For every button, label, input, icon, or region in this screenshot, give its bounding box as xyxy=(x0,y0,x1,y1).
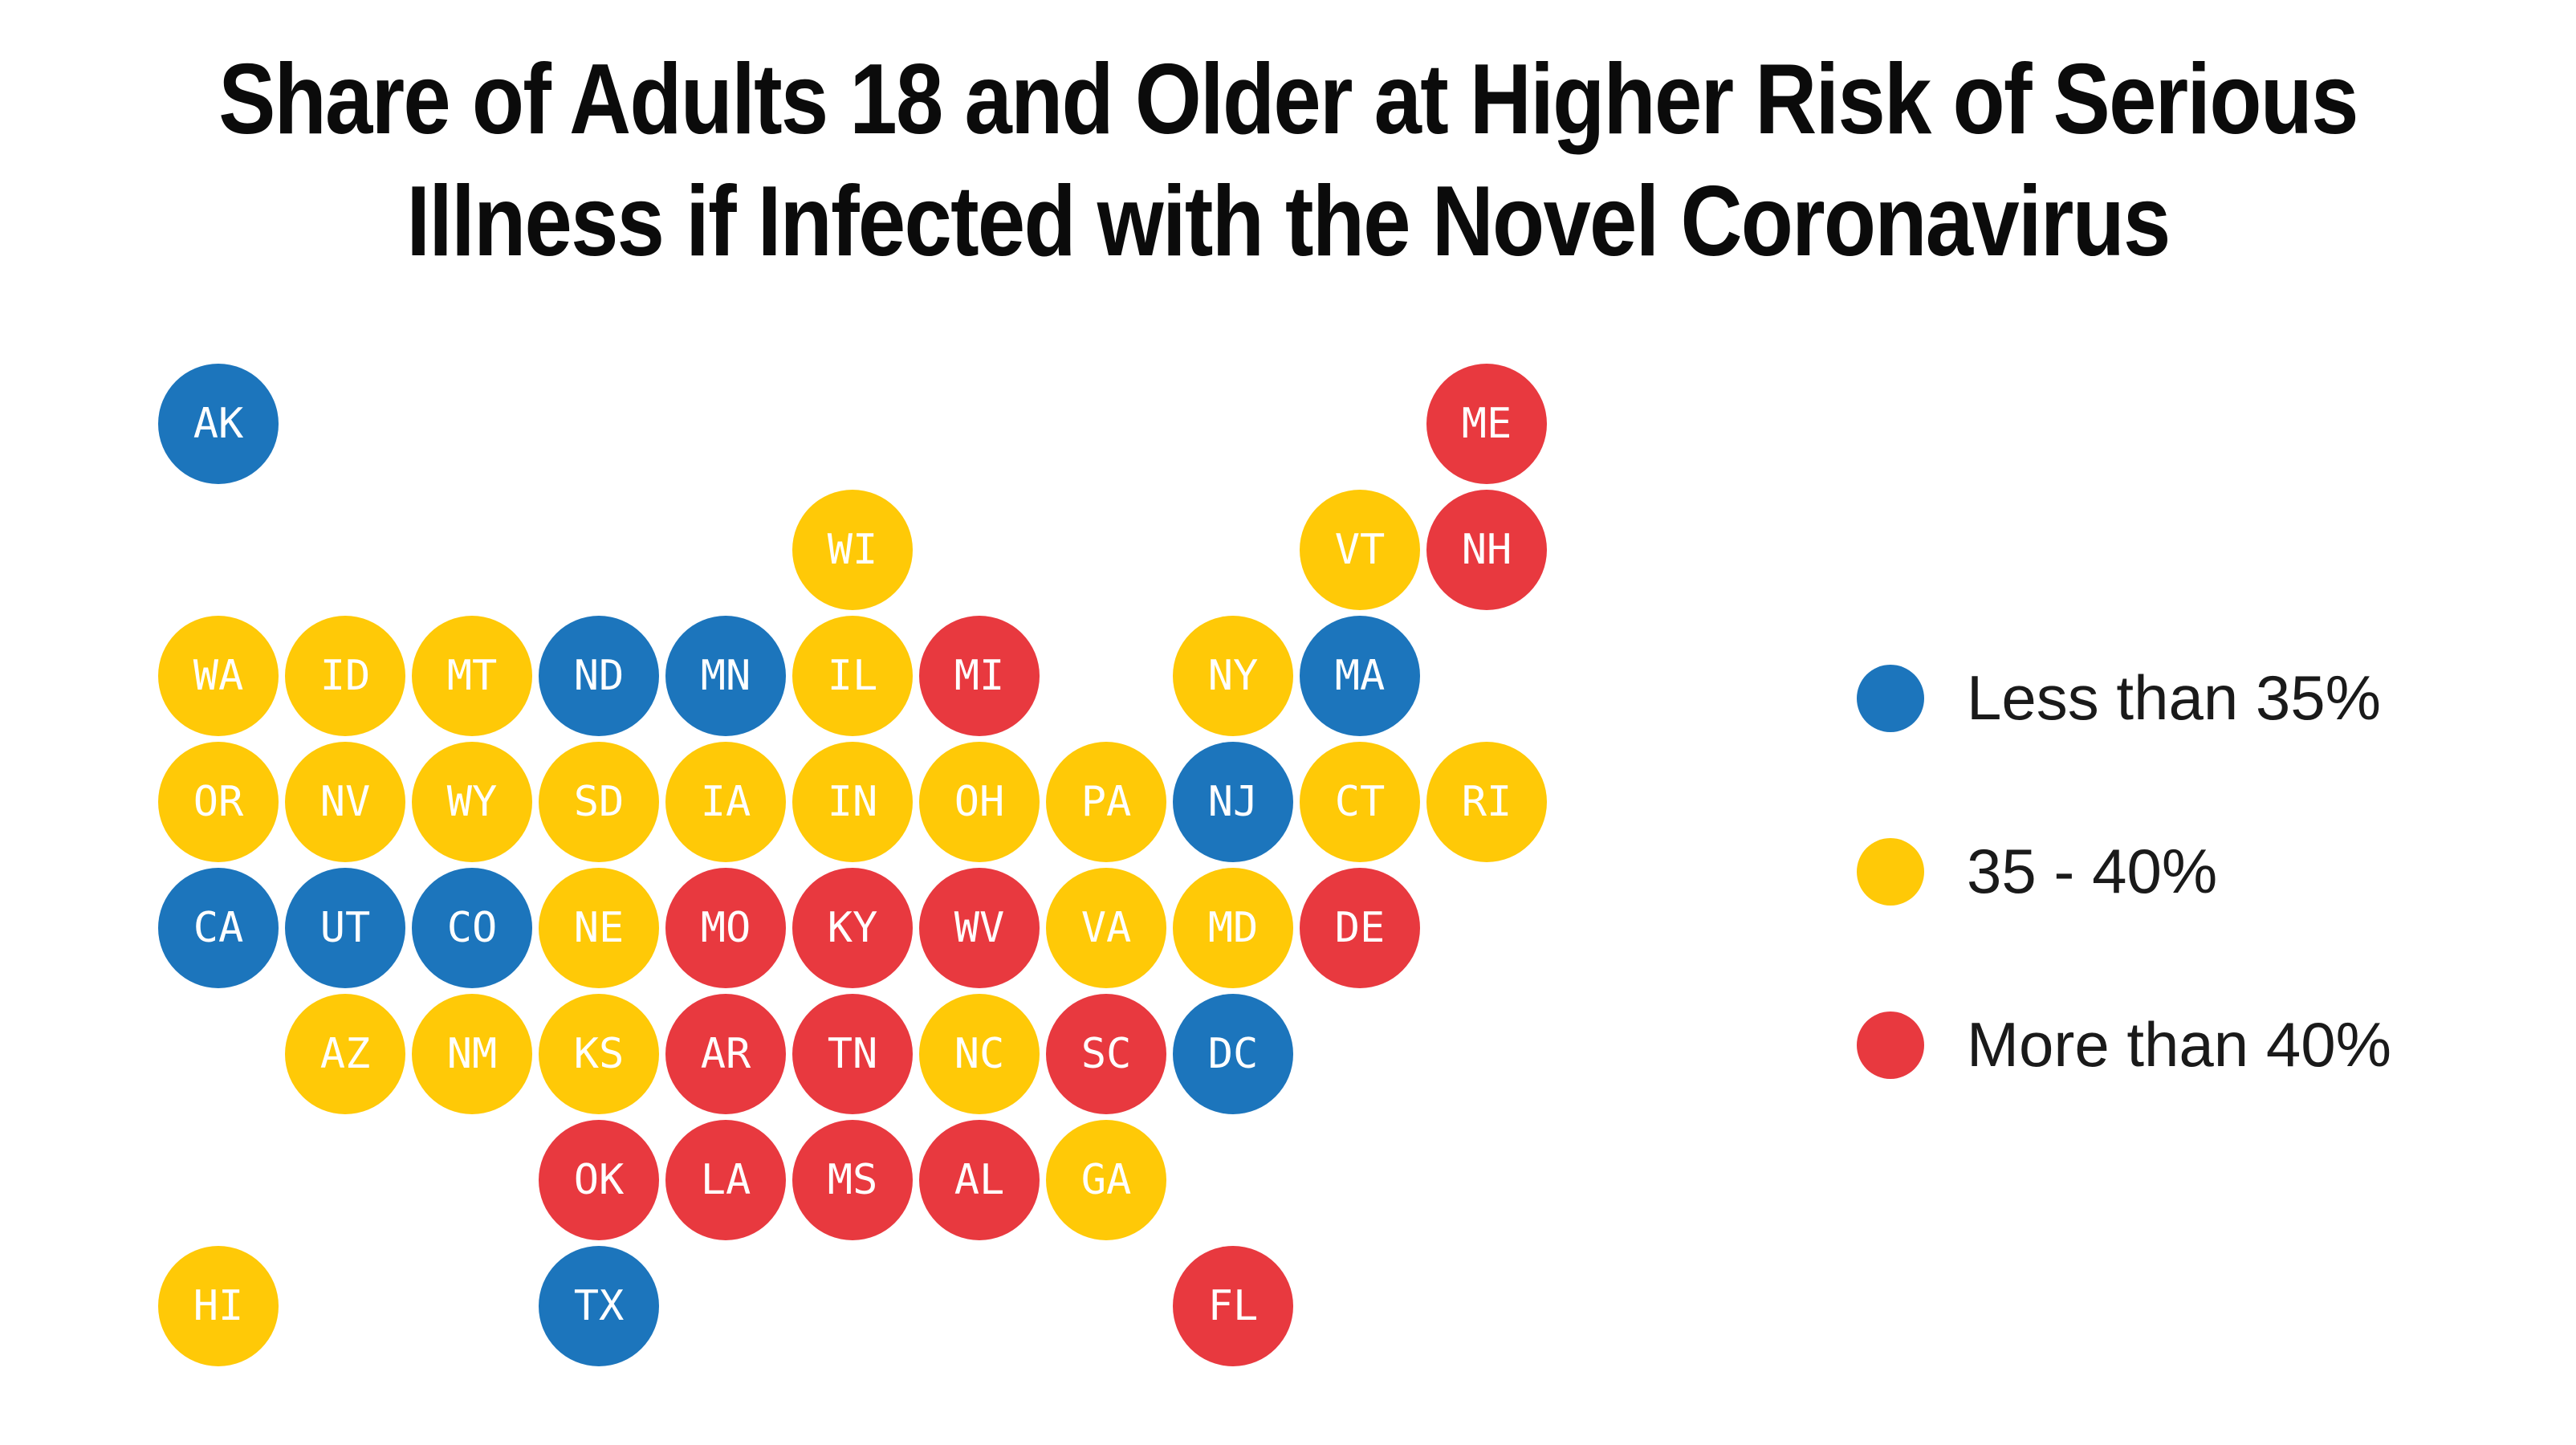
state-tile-al: AL xyxy=(919,1120,1040,1240)
state-tile-mi: MI xyxy=(919,616,1040,736)
legend-item-red: More than 40% xyxy=(1857,1008,2391,1081)
state-tile-ny: NY xyxy=(1173,616,1293,736)
state-tile-ri: RI xyxy=(1426,742,1547,862)
state-tile-fl: FL xyxy=(1173,1246,1293,1366)
state-tile-ut: UT xyxy=(285,868,405,988)
state-tile-ks: KS xyxy=(539,994,659,1114)
state-tile-tx: TX xyxy=(539,1246,659,1366)
state-tile-ma: MA xyxy=(1300,616,1420,736)
legend-item-blue: Less than 35% xyxy=(1857,661,2381,735)
legend-item-yellow: 35 - 40% xyxy=(1857,835,2217,908)
state-tile-ms: MS xyxy=(792,1120,913,1240)
state-tile-oh: OH xyxy=(919,742,1040,862)
state-tile-wy: WY xyxy=(412,742,532,862)
state-tile-or: OR xyxy=(158,742,279,862)
state-tile-nj: NJ xyxy=(1173,742,1293,862)
state-tile-hi: HI xyxy=(158,1246,279,1366)
state-tile-ct: CT xyxy=(1300,742,1420,862)
state-tile-ok: OK xyxy=(539,1120,659,1240)
state-tile-ak: AK xyxy=(158,364,279,484)
state-tile-ia: IA xyxy=(665,742,786,862)
state-tile-dc: DC xyxy=(1173,994,1293,1114)
legend-yellow-dot-icon xyxy=(1857,837,1924,906)
state-tile-wi: WI xyxy=(792,490,913,610)
state-tile-sd: SD xyxy=(539,742,659,862)
legend-label: More than 40% xyxy=(1967,1009,2391,1080)
state-tile-de: DE xyxy=(1300,868,1420,988)
state-tile-nc: NC xyxy=(919,994,1040,1114)
state-tile-ky: KY xyxy=(792,868,913,988)
state-tile-mo: MO xyxy=(665,868,786,988)
chart-title-line-2: Illness if Infected with the Novel Coron… xyxy=(406,166,2171,277)
state-tile-me: ME xyxy=(1426,364,1547,484)
state-tile-tn: TN xyxy=(792,994,913,1114)
legend-red-dot-icon xyxy=(1857,1011,1924,1079)
state-tile-az: AZ xyxy=(285,994,405,1114)
legend-blue-dot-icon xyxy=(1857,664,1924,732)
state-tile-mn: MN xyxy=(665,616,786,736)
legend-label: 35 - 40% xyxy=(1967,836,2218,906)
state-tile-in: IN xyxy=(792,742,913,862)
state-tile-co: CO xyxy=(412,868,532,988)
state-tile-nm: NM xyxy=(412,994,532,1114)
state-tile-sc: SC xyxy=(1046,994,1166,1114)
state-tile-nh: NH xyxy=(1426,490,1547,610)
state-tile-mt: MT xyxy=(412,616,532,736)
state-tile-md: MD xyxy=(1173,868,1293,988)
state-tile-id: ID xyxy=(285,616,405,736)
state-tile-ar: AR xyxy=(665,994,786,1114)
state-tile-pa: PA xyxy=(1046,742,1166,862)
state-tile-nv: NV xyxy=(285,742,405,862)
legend-label: Less than 35% xyxy=(1967,662,2382,733)
state-tile-ne: NE xyxy=(539,868,659,988)
state-tile-il: IL xyxy=(792,616,913,736)
state-tile-nd: ND xyxy=(539,616,659,736)
chart-title: Share of Adults 18 and Older at Higher R… xyxy=(181,39,2396,283)
state-tile-wv: WV xyxy=(919,868,1040,988)
state-tile-va: VA xyxy=(1046,868,1166,988)
state-tile-ga: GA xyxy=(1046,1120,1166,1240)
chart-title-line-1: Share of Adults 18 and Older at Higher R… xyxy=(218,44,2358,155)
state-tile-ca: CA xyxy=(158,868,279,988)
state-tile-la: LA xyxy=(665,1120,786,1240)
state-tile-wa: WA xyxy=(158,616,279,736)
state-tile-vt: VT xyxy=(1300,490,1420,610)
